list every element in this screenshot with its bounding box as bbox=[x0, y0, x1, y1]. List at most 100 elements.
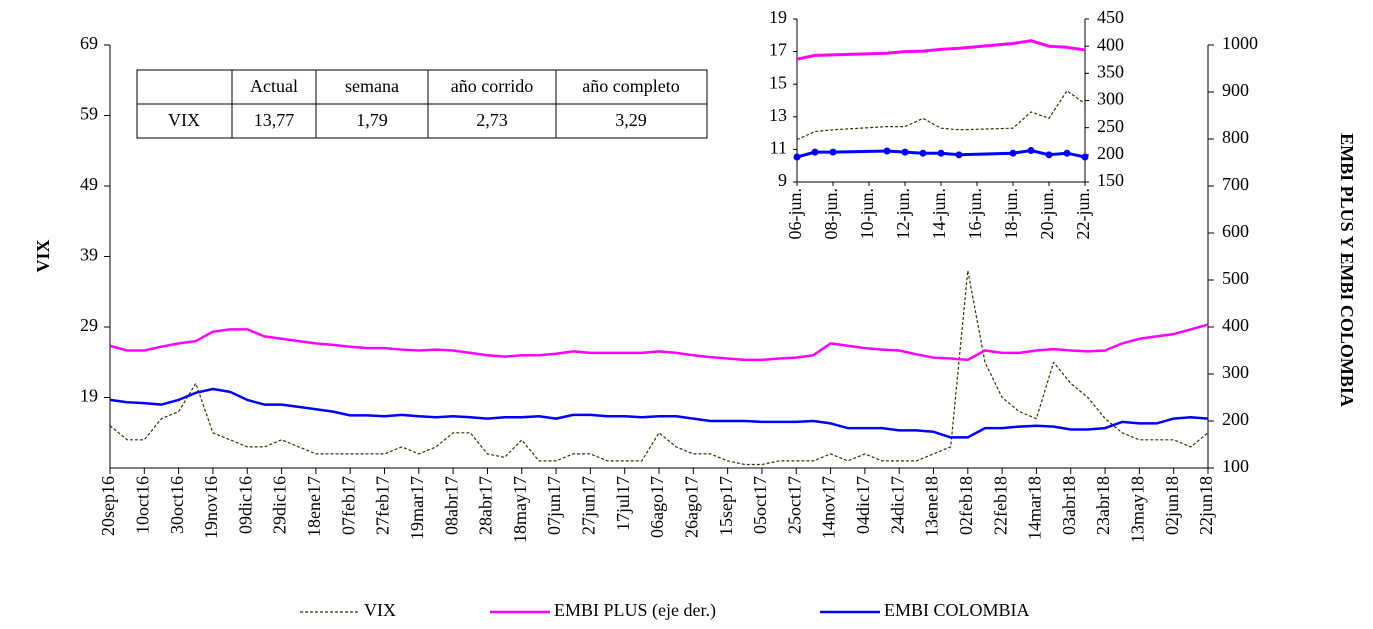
x-tick-label: 19mar17 bbox=[407, 476, 427, 540]
y2-tick-label: 600 bbox=[1222, 221, 1249, 241]
y2-tick-label: 150 bbox=[1097, 170, 1124, 190]
x-tick-label: 14mar18 bbox=[1025, 476, 1045, 540]
x-tick-label: 13ene18 bbox=[922, 476, 942, 537]
y2-tick-label: 350 bbox=[1097, 61, 1124, 81]
y2-tick-label: 200 bbox=[1097, 143, 1124, 163]
series-marker bbox=[883, 147, 891, 155]
y-tick-label: 49 bbox=[80, 174, 98, 194]
y-tick-label: 19 bbox=[769, 7, 787, 27]
y2-tick-label: 1000 bbox=[1222, 33, 1258, 53]
table-cell: 2,73 bbox=[476, 110, 508, 130]
series-marker bbox=[829, 148, 837, 156]
x-tick-label: 28abr17 bbox=[476, 476, 496, 535]
x-tick-label: 06-jun. bbox=[785, 188, 805, 240]
y-tick-label: 11 bbox=[770, 138, 787, 158]
x-tick-label: 25oct17 bbox=[784, 476, 804, 534]
x-tick-label: 27jun17 bbox=[579, 476, 599, 535]
x-tick-label: 27feb17 bbox=[373, 476, 393, 535]
x-tick-label: 03abr18 bbox=[1059, 476, 1079, 535]
x-tick-label: 10oct16 bbox=[132, 476, 152, 534]
table-cell: 3,29 bbox=[615, 110, 647, 130]
x-tick-label: 07feb17 bbox=[338, 476, 358, 535]
y2-axis-title: EMBI PLUS Y EMBI COLOMBIA bbox=[1337, 133, 1357, 407]
x-tick-label: 24dic17 bbox=[887, 476, 907, 534]
x-tick-label: 06ago17 bbox=[647, 476, 667, 538]
series-marker bbox=[919, 149, 927, 157]
y2-tick-label: 300 bbox=[1222, 362, 1249, 382]
x-tick-label: 23abr18 bbox=[1093, 476, 1113, 535]
series-marker bbox=[811, 148, 819, 156]
table-row-label: VIX bbox=[168, 110, 200, 130]
x-tick-label: 13may18 bbox=[1128, 476, 1148, 543]
y2-tick-label: 450 bbox=[1097, 7, 1124, 27]
x-tick-label: 02feb18 bbox=[956, 476, 976, 535]
x-tick-label: 18ene17 bbox=[304, 476, 324, 537]
y2-tick-label: 100 bbox=[1222, 456, 1249, 476]
legend-label: VIX bbox=[364, 600, 396, 620]
series-marker bbox=[937, 149, 945, 157]
x-tick-label: 14nov17 bbox=[819, 476, 839, 539]
y-tick-label: 69 bbox=[80, 33, 98, 53]
legend-label: EMBI COLOMBIA bbox=[884, 600, 1030, 620]
y2-tick-label: 500 bbox=[1222, 268, 1249, 288]
series-marker bbox=[1009, 149, 1017, 157]
x-tick-label: 09dic16 bbox=[235, 476, 255, 534]
y2-tick-label: 300 bbox=[1097, 89, 1124, 109]
series-marker bbox=[1063, 149, 1071, 157]
table-header: año corrido bbox=[451, 76, 533, 96]
x-tick-label: 17jul17 bbox=[613, 476, 633, 531]
y-tick-label: 9 bbox=[778, 170, 787, 190]
y-tick-label: 19 bbox=[80, 386, 98, 406]
x-tick-label: 12-jun. bbox=[893, 188, 913, 240]
x-tick-label: 19nov16 bbox=[201, 476, 221, 539]
series-line bbox=[796, 39, 1086, 61]
y-tick-label: 13 bbox=[769, 105, 787, 125]
table-cell: 1,79 bbox=[356, 110, 388, 130]
table-header: semana bbox=[345, 76, 399, 96]
y2-tick-label: 900 bbox=[1222, 80, 1249, 100]
x-tick-label: 16-jun. bbox=[965, 188, 985, 240]
x-tick-label: 22-jun. bbox=[1073, 188, 1093, 240]
x-tick-label: 30oct16 bbox=[167, 476, 187, 534]
series-line bbox=[109, 270, 1209, 466]
x-tick-label: 08-jun. bbox=[821, 188, 841, 240]
x-tick-label: 18may17 bbox=[510, 476, 530, 543]
y2-tick-label: 250 bbox=[1097, 116, 1124, 136]
x-tick-label: 15sep17 bbox=[716, 476, 736, 536]
y-tick-label: 29 bbox=[80, 315, 98, 335]
x-tick-label: 20sep16 bbox=[98, 476, 118, 536]
y2-tick-label: 400 bbox=[1097, 34, 1124, 54]
legend-label: EMBI PLUS (eje der.) bbox=[554, 600, 716, 621]
x-tick-label: 22feb18 bbox=[990, 476, 1010, 535]
x-tick-label: 08abr17 bbox=[441, 476, 461, 535]
x-tick-label: 20-jun. bbox=[1037, 188, 1057, 240]
series-marker bbox=[901, 148, 909, 156]
series-line bbox=[796, 90, 1086, 141]
x-tick-label: 26ago17 bbox=[681, 476, 701, 538]
y2-tick-label: 200 bbox=[1222, 409, 1249, 429]
x-tick-label: 02jun18 bbox=[1162, 476, 1182, 535]
y2-tick-label: 800 bbox=[1222, 127, 1249, 147]
table-cell: 13,77 bbox=[254, 110, 295, 130]
y-tick-label: 59 bbox=[80, 104, 98, 124]
x-tick-label: 22jun18 bbox=[1196, 476, 1216, 535]
series-line bbox=[109, 323, 1209, 362]
series-marker bbox=[955, 151, 963, 159]
x-tick-label: 05oct17 bbox=[750, 476, 770, 534]
x-tick-label: 18-jun. bbox=[1001, 188, 1021, 240]
series-line bbox=[109, 387, 1209, 439]
series-marker bbox=[1045, 151, 1053, 159]
y-tick-label: 17 bbox=[769, 40, 787, 60]
x-tick-label: 04dic17 bbox=[853, 476, 873, 534]
series-marker bbox=[793, 153, 801, 161]
y-axis-title: VIX bbox=[33, 239, 53, 272]
x-tick-label: 29dic16 bbox=[270, 476, 290, 534]
y2-tick-label: 700 bbox=[1222, 174, 1249, 194]
y-tick-label: 39 bbox=[80, 245, 98, 265]
y-tick-label: 15 bbox=[769, 72, 787, 92]
x-tick-label: 10-jun. bbox=[857, 188, 877, 240]
summary-table: Actual semana año corrido año completo V… bbox=[136, 69, 708, 139]
x-tick-label: 14-jun. bbox=[929, 188, 949, 240]
